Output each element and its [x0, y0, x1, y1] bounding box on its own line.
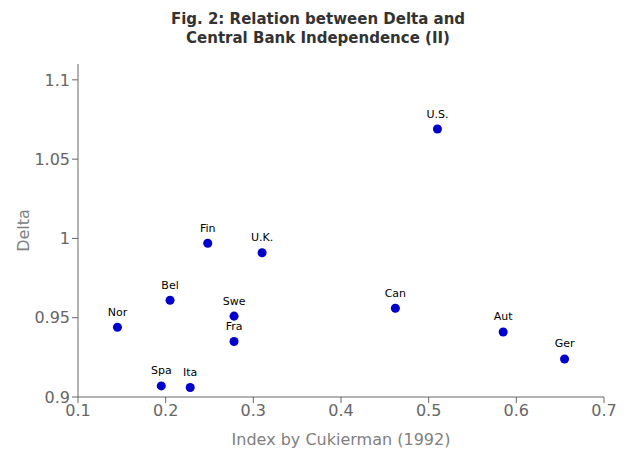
svg-text:0.2: 0.2	[153, 401, 178, 420]
svg-text:0.3: 0.3	[241, 401, 266, 420]
svg-text:Spa: Spa	[151, 364, 172, 377]
svg-text:Delta: Delta	[14, 209, 33, 252]
svg-text:Can: Can	[385, 287, 406, 300]
svg-text:Fra: Fra	[226, 320, 243, 333]
svg-text:0.7: 0.7	[591, 401, 616, 420]
svg-text:0.9: 0.9	[45, 388, 70, 407]
svg-text:Nor: Nor	[108, 306, 128, 319]
svg-text:1.05: 1.05	[34, 150, 70, 169]
svg-text:Swe: Swe	[223, 295, 246, 308]
svg-text:Bel: Bel	[161, 279, 178, 292]
svg-text:Fin: Fin	[200, 222, 216, 235]
svg-text:Aut: Aut	[494, 310, 513, 323]
svg-text:0.6: 0.6	[504, 401, 529, 420]
svg-text:0.5: 0.5	[416, 401, 441, 420]
svg-text:Ita: Ita	[183, 366, 197, 379]
svg-text:Ger: Ger	[555, 337, 575, 350]
svg-text:0.4: 0.4	[328, 401, 353, 420]
svg-text:U.K.: U.K.	[251, 231, 273, 244]
svg-text:0.1: 0.1	[65, 401, 91, 421]
html-text:Fig. 2: Relation between Delta: Fig. 2: Relation between Delta and Centr…	[170, 10, 466, 47]
svg-text:Index by Cukierman (1992): Index by Cukierman (1992)	[232, 430, 451, 449]
svg-text:1.1: 1.1	[45, 71, 70, 90]
svg-text:1: 1	[60, 229, 70, 248]
svg-text:U.S.: U.S.	[426, 108, 448, 121]
svg-text:0.95: 0.95	[34, 308, 70, 327]
